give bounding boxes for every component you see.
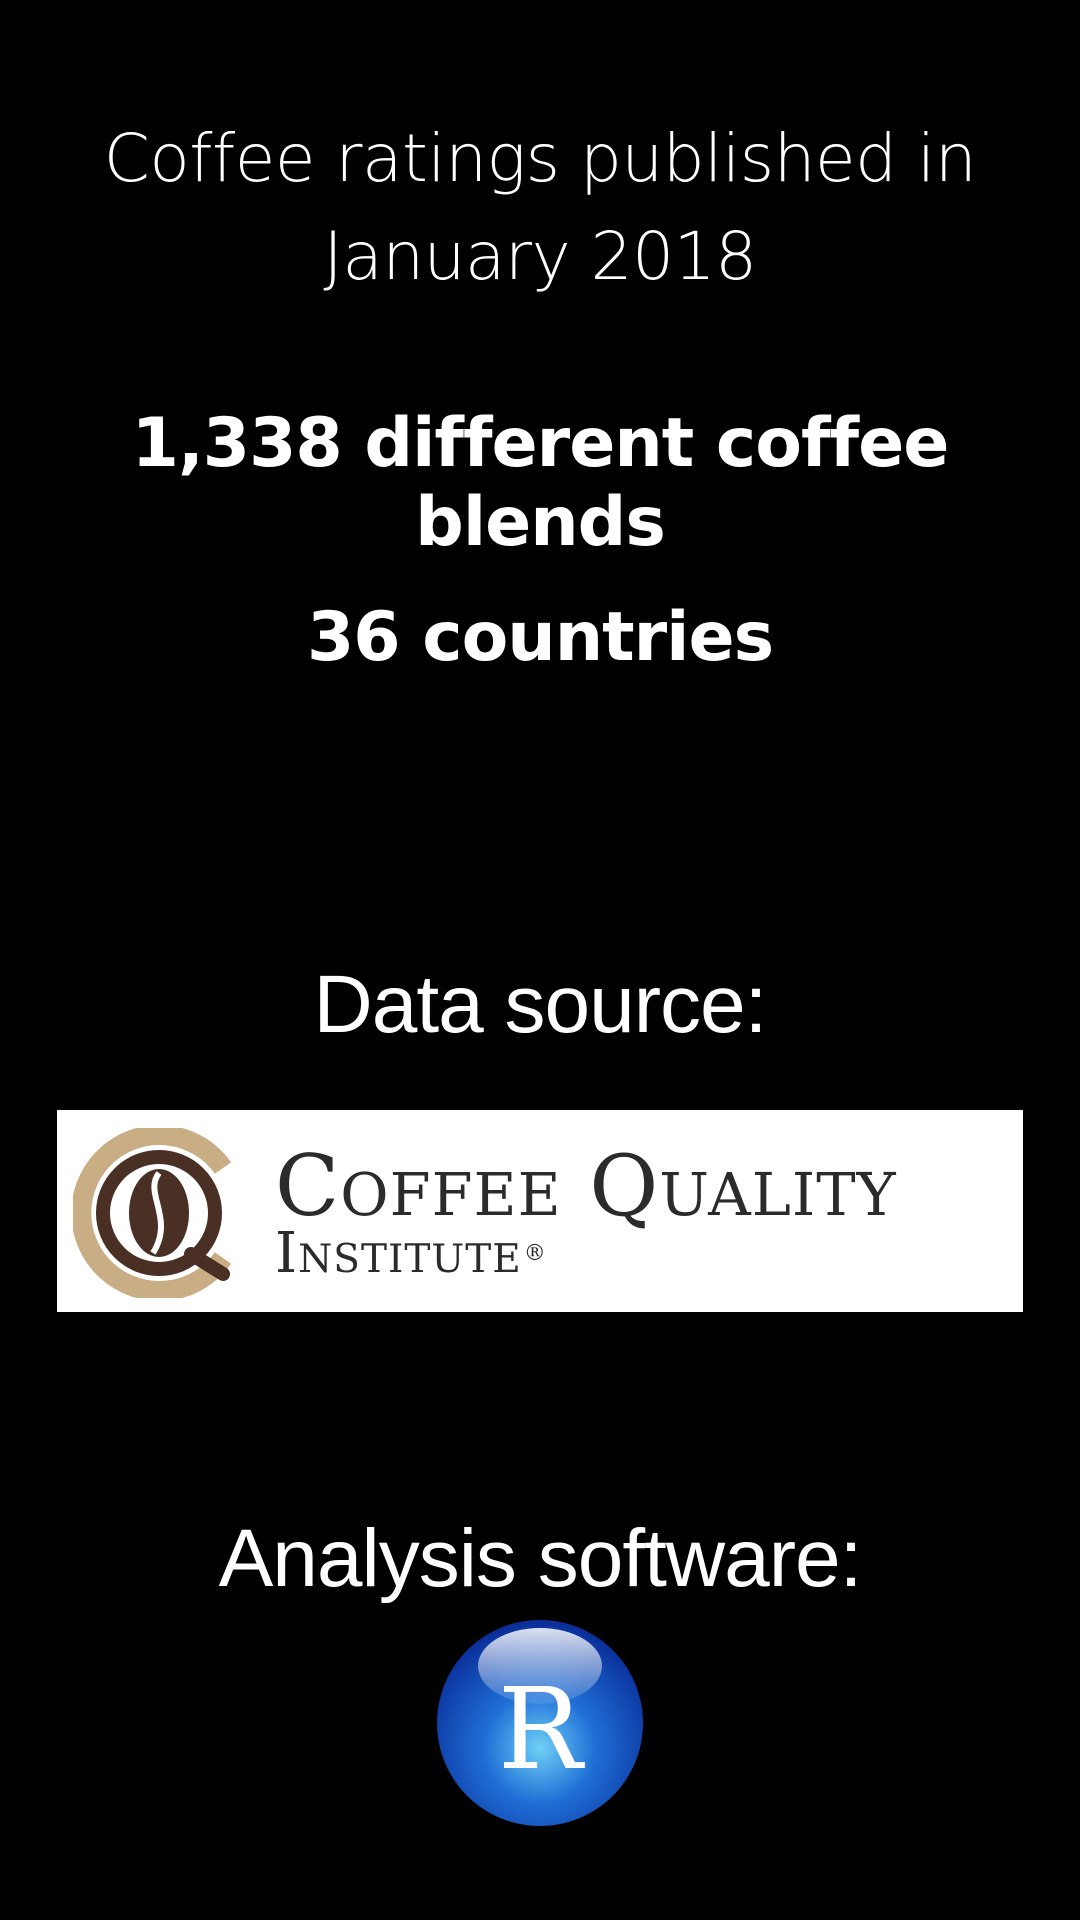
analysis-software-label: Analysis software: bbox=[218, 1513, 863, 1604]
registered-mark: ® bbox=[523, 1241, 547, 1266]
r-language-logo-icon: R bbox=[437, 1620, 643, 1826]
stat-countries: 36 countries bbox=[306, 598, 774, 677]
cqi-wordmark: Coffee Quality Institute® bbox=[275, 1137, 897, 1282]
data-source-label: Data source: bbox=[313, 959, 768, 1050]
cqi-wordmark-line-1: Coffee Quality bbox=[275, 1137, 897, 1235]
stat-blends: 1,338 different coffee blends bbox=[131, 404, 950, 562]
headline: Coffee ratings published in January 2018 bbox=[0, 110, 1080, 306]
headline-line-2: January 2018 bbox=[323, 218, 757, 295]
headline-line-1: Coffee ratings published in bbox=[103, 120, 977, 197]
coffee-quality-institute-logo: Coffee Quality Institute® bbox=[57, 1110, 1023, 1312]
coffee-bean-emblem-icon bbox=[73, 1128, 232, 1298]
r-letter: R bbox=[498, 1665, 586, 1795]
cqi-institute-text: Institute bbox=[275, 1221, 522, 1286]
cqi-wordmark-line-2: Institute® bbox=[275, 1226, 897, 1282]
